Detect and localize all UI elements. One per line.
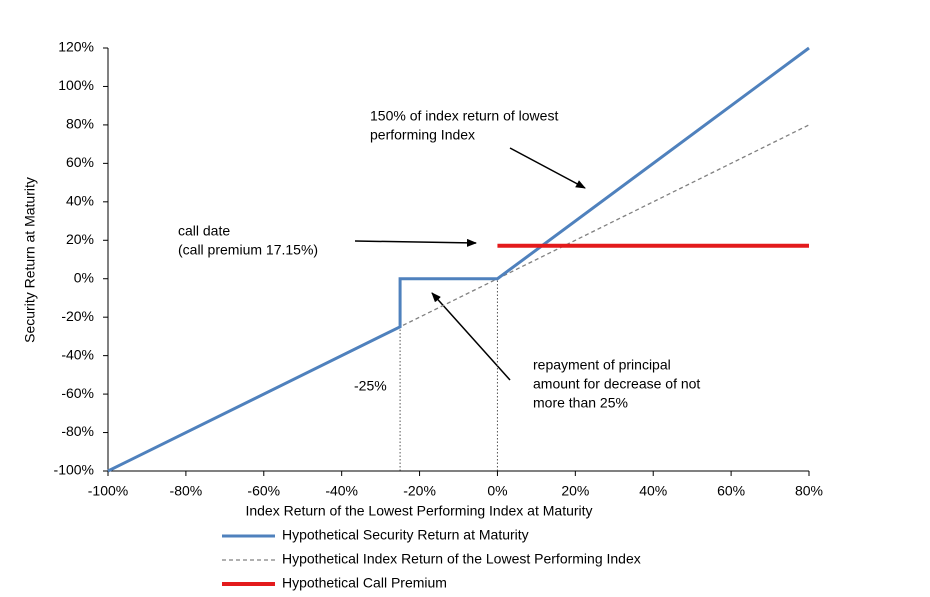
annotation: -25% [354, 378, 387, 394]
y-tick-label: 20% [66, 231, 94, 247]
y-tick-label: 120% [58, 39, 94, 55]
annotation: 150% of index return of lowest [370, 108, 558, 124]
arrow [509, 147, 586, 189]
y-tick-label: 100% [58, 77, 94, 93]
x-tick-label: 80% [795, 483, 823, 499]
x-tick-label: -60% [247, 483, 280, 499]
series-line [107, 124, 810, 472]
y-tick-label: 40% [66, 193, 94, 209]
y-tick-label: -60% [61, 385, 94, 401]
x-tick-label: -80% [170, 483, 203, 499]
legend-label: Hypothetical Security Return at Maturity [282, 527, 529, 543]
annotation: performing Index [370, 127, 475, 143]
x-tick-label: -100% [88, 483, 128, 499]
arrow [354, 238, 477, 247]
y-tick-label: -100% [54, 462, 94, 478]
annotation: (call premium 17.15%) [178, 242, 318, 258]
y-tick-label: -20% [61, 308, 94, 324]
x-tick-label: 0% [487, 483, 507, 499]
x-tick-label: -40% [325, 483, 358, 499]
x-tick-label: 40% [639, 483, 667, 499]
arrow [431, 292, 511, 381]
series-line [107, 46, 810, 473]
annotation: repayment of principal [533, 357, 671, 373]
y-axis-label: Security Return at Maturity [22, 177, 38, 343]
x-tick-label: 60% [717, 483, 745, 499]
y-tick-label: 0% [74, 269, 94, 285]
y-tick-label: -40% [61, 346, 94, 362]
x-tick-label: 20% [561, 483, 589, 499]
annotation: call date [178, 223, 230, 239]
y-tick-label: 60% [66, 154, 94, 170]
x-axis-label: Index Return of the Lowest Performing In… [245, 503, 592, 519]
legend-label: Hypothetical Index Return of the Lowest … [282, 551, 641, 567]
x-tick-label: -20% [403, 483, 436, 499]
annotation: more than 25% [533, 395, 628, 411]
legend-label: Hypothetical Call Premium [282, 575, 447, 591]
y-tick-label: -80% [61, 423, 94, 439]
y-tick-label: 80% [66, 116, 94, 132]
annotation: amount for decrease of not [533, 376, 700, 392]
